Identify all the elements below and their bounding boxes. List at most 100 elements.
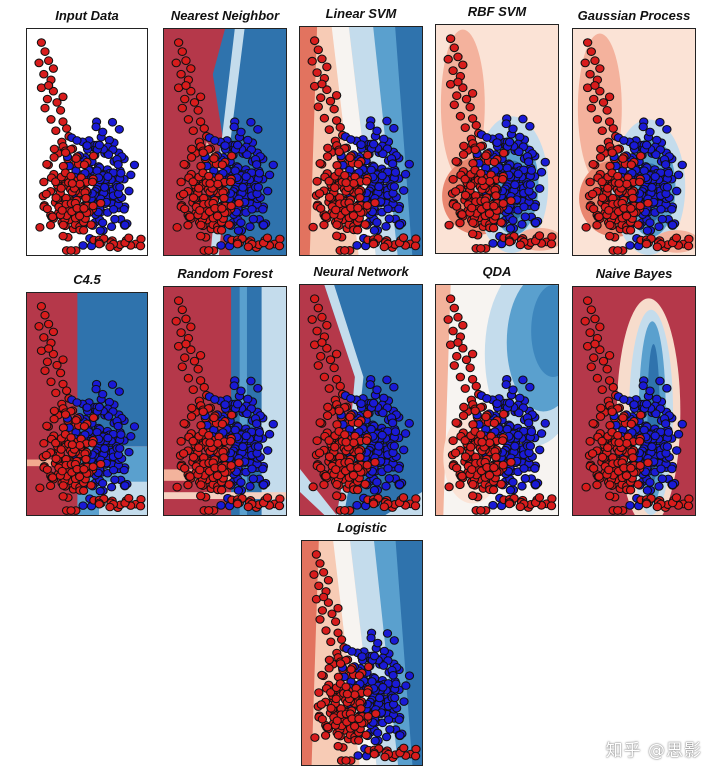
class-a-point xyxy=(51,177,61,187)
class-b-point xyxy=(540,418,550,428)
scatter-plot xyxy=(34,38,146,255)
class-b-point xyxy=(91,122,101,132)
class-a-point xyxy=(410,751,421,761)
class-b-point xyxy=(508,385,518,395)
panel-title: Nearest Neighbor xyxy=(170,8,280,23)
class-a-point xyxy=(626,463,636,473)
class-b-point xyxy=(94,402,105,412)
class-a-point xyxy=(318,568,329,577)
class-a-point xyxy=(331,91,342,100)
scatter-plot xyxy=(436,25,558,253)
class-a-point xyxy=(105,502,115,512)
class-a-point xyxy=(444,482,454,492)
class-b-point xyxy=(372,385,382,395)
class-a-point xyxy=(317,312,327,322)
class-a-point xyxy=(217,160,228,170)
class-a-point xyxy=(468,491,478,501)
class-a-point xyxy=(42,204,52,214)
class-a-point xyxy=(81,193,91,203)
class-a-point xyxy=(172,482,182,492)
class-a-point xyxy=(216,225,227,235)
class-a-point xyxy=(312,326,322,336)
class-a-point xyxy=(451,157,461,166)
class-a-point xyxy=(534,493,545,502)
class-b-point xyxy=(384,474,394,483)
class-a-point xyxy=(671,493,682,503)
class-a-point xyxy=(67,440,77,449)
class-a-point xyxy=(315,463,326,473)
class-a-point xyxy=(181,339,191,349)
class-b-point xyxy=(241,172,251,181)
class-a-point xyxy=(614,438,624,448)
class-b-point xyxy=(677,419,687,429)
class-a-point xyxy=(335,381,345,391)
class-a-point xyxy=(262,493,273,503)
class-a-point xyxy=(597,126,607,136)
class-b-point xyxy=(378,682,388,692)
class-b-point xyxy=(390,427,401,437)
class-a-point xyxy=(193,106,203,115)
class-a-point xyxy=(477,437,487,447)
class-b-point xyxy=(530,480,541,489)
panel-qda: QDA xyxy=(435,262,559,516)
class-b-point xyxy=(488,238,498,248)
class-a-point xyxy=(307,315,317,324)
class-a-point xyxy=(353,203,363,213)
class-a-point xyxy=(607,407,617,417)
class-b-point xyxy=(104,397,115,407)
class-a-point xyxy=(488,485,499,495)
class-a-point xyxy=(595,322,605,332)
class-a-point xyxy=(362,201,372,210)
class-b-point xyxy=(385,725,395,734)
class-a-point xyxy=(455,372,466,382)
scatter-plot xyxy=(27,293,147,515)
class-b-point xyxy=(216,500,226,510)
class-b-point xyxy=(523,157,534,167)
class-a-point xyxy=(178,449,189,458)
class-b-point xyxy=(517,220,527,229)
class-b-point xyxy=(647,442,657,452)
class-a-point xyxy=(476,169,486,178)
class-a-point xyxy=(625,485,636,495)
class-a-point xyxy=(641,499,652,509)
class-b-point xyxy=(651,409,661,419)
class-b-point xyxy=(505,485,516,495)
class-a-point xyxy=(42,357,53,367)
class-a-point xyxy=(40,310,50,320)
class-b-point xyxy=(394,464,404,473)
class-a-point xyxy=(354,671,364,680)
class-a-point xyxy=(515,502,526,512)
class-a-point xyxy=(586,305,596,315)
class-a-point xyxy=(323,402,333,412)
class-b-point xyxy=(488,500,498,510)
class-b-point xyxy=(639,425,649,435)
plot-area xyxy=(163,28,287,256)
class-a-point xyxy=(458,343,468,353)
class-b-point xyxy=(115,182,125,192)
class-a-point xyxy=(580,58,590,68)
class-b-point xyxy=(629,400,639,409)
class-b-point xyxy=(401,681,411,690)
class-a-point xyxy=(88,413,99,422)
class-b-point xyxy=(655,376,665,386)
class-a-point xyxy=(354,714,364,724)
class-b-point xyxy=(645,386,655,396)
plot-area xyxy=(572,28,696,256)
class-b-point xyxy=(242,150,252,159)
class-a-point xyxy=(41,450,51,460)
class-a-point xyxy=(88,201,98,211)
class-a-point xyxy=(496,479,506,489)
class-b-point xyxy=(625,241,635,250)
class-a-point xyxy=(348,211,359,221)
class-a-point xyxy=(188,177,198,187)
class-a-point xyxy=(213,179,223,189)
class-b-point xyxy=(258,480,269,490)
class-a-point xyxy=(485,438,495,448)
class-a-point xyxy=(324,125,334,134)
plot-area xyxy=(435,24,559,254)
class-a-point xyxy=(321,212,331,221)
class-a-point xyxy=(471,381,481,391)
class-b-point xyxy=(673,170,684,180)
class-a-point xyxy=(194,443,204,453)
class-b-point xyxy=(236,478,246,487)
